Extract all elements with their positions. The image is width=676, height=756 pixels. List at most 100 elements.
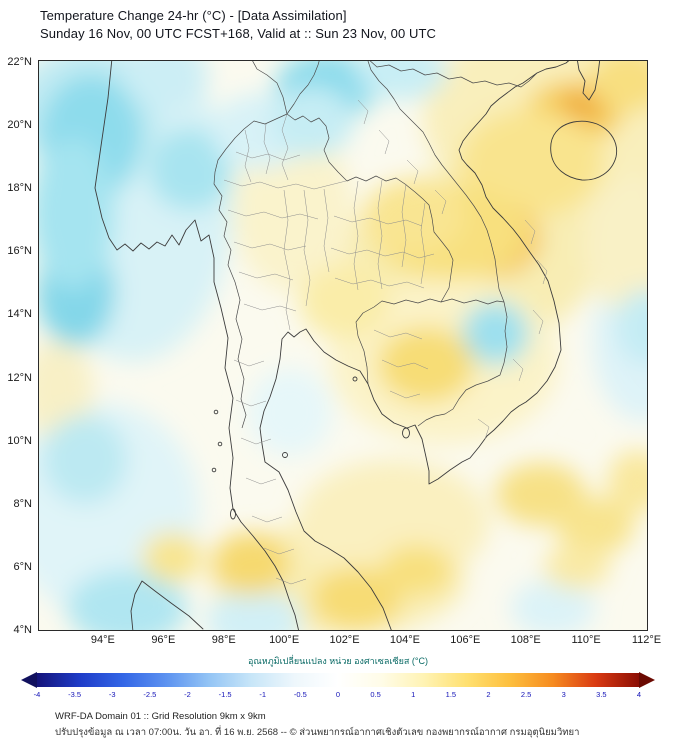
field-blob [462,301,529,365]
field-blob [459,109,605,217]
border-lao-vietnam [367,60,505,303]
colorbar-tick-label: -3.5 [68,690,82,699]
border-lao-cambodia [440,298,505,305]
colorbar-label: อุณหภูมิเปลี่ยนแปลง หน่วย องศาเซลเซียส (… [248,656,428,666]
colorbar-tick-label: 1 [411,690,416,699]
colorbar-tick-label: 3 [561,690,566,699]
lon-tick-label: 96°E [151,634,176,646]
lat-tick-label: 16°N [7,245,32,258]
colorbar-ticks: -4 -3.5 -3 -2.5 -2 -1.5 -1 -0.5 0 0.5 1 1.5 2 2.5 3 3.5… [21,690,655,701]
page-subtitle: Sunday 16 Nov, 00 UTC FCST+168, Valid at… [40,26,437,41]
field-blob [38,339,94,441]
colorbar-tick-label: 2 [486,690,491,699]
field-blob [616,289,648,365]
island-mergui-3 [211,467,217,473]
lon-tick-label: 110°E [571,634,601,646]
field-blob [42,415,128,504]
lon-tick-label: 102°E [329,634,360,646]
colorbar-left-arrow [21,672,37,688]
page-title: Temperature Change 24-hr (°C) - [Data As… [40,8,347,23]
field-blob [589,60,648,113]
field-blob [38,137,115,290]
field-blob [380,544,454,596]
field-blob [205,589,303,631]
lon-tick-label: 98°E [211,634,236,646]
island-phuquoc [402,427,410,439]
province-borders [223,99,548,585]
border-cambodia-vietnam [417,301,508,427]
lon-tick-label: 94°E [90,634,115,646]
colorbar-tick-label: -0.5 [293,690,307,699]
field-blob [356,60,448,100]
island-kohchang [352,376,358,382]
colorbar-gradient [37,673,639,687]
lon-tick-label: 104°E [389,634,420,646]
coast-leizhou [576,60,601,101]
lat-tick-label: 4°N [13,624,32,637]
temperature-field [38,60,648,631]
lat-tick-label: 6°N [13,560,32,573]
footer: WRF-DA Domain 01 :: Grid Resolution 9km … [55,711,579,740]
lat-tick-label: 18°N [7,182,32,195]
coast-hainan [550,120,618,181]
country-borders [213,60,538,429]
field-blob [607,450,648,514]
lon-tick-label: 112°E [631,634,662,646]
colorbar-tick-label: -2.5 [143,690,157,699]
border-thai-lao-cambodia [286,113,454,385]
lon-axis: 94°E 96°E 98°E 100°E 102°E 104°E 106°E 108°E 110… [38,634,661,650]
field-blob [555,497,635,555]
field-blob [543,544,611,589]
colorbar-tick-label: -1.5 [218,690,232,699]
colorbar-tick-label: 3.5 [596,690,607,699]
lon-tick-label: 100°E [269,634,300,646]
field-blob [66,570,188,631]
lat-axis: 22°N 20°N 18°N 16°N 14°N 12°N 10°N 8°N 6°N 4°N [2,56,34,636]
lon-tick-label: 108°E [510,634,541,646]
colorbar-tick-label: 2.5 [520,690,532,699]
footer-update-info: ปรับปรุงข้อมูล ณ เวลา 07:00น. วัน อา. ที… [55,727,580,738]
colorbar-right-arrow [639,672,655,688]
field-blob [124,60,209,110]
border-myanmar-china [251,60,288,115]
field-blob [232,128,354,293]
coast-west [94,60,300,631]
coast-sumatra [130,580,204,631]
colorbar-tick-label: -3 [108,690,116,699]
field-blob [362,178,466,255]
lat-tick-label: 20°N [7,119,32,132]
field-blob [311,566,402,631]
island-mergui-1 [213,409,219,415]
field-blob [583,175,648,315]
field-blob [247,368,333,457]
field-blob [211,532,291,596]
colorbar-tick-label: 0 [335,690,341,699]
field-blob [142,532,203,583]
field-blob [148,128,233,211]
coast-east [259,60,571,631]
colorbar-tick-label: -4 [33,690,41,699]
map-panel: 22°N 20°N 18°N 16°N 14°N 12°N 10°N 8°N 6°N 4°N 94… [7,56,661,646]
footer-domain-info: WRF-DA Domain 01 :: Grid Resolution 9km … [55,711,266,722]
colorbar-tick-label: 4 [636,690,642,699]
border-myanmar-laos [286,60,320,115]
map-canvas [38,60,648,631]
lat-tick-label: 14°N [7,308,32,321]
island-samui [282,452,288,458]
lon-tick-label: 106°E [450,634,481,646]
header: Temperature Change 24-hr (°C) - [Data As… [40,7,436,43]
island-mergui-2 [217,441,223,447]
lat-tick-label: 12°N [7,371,32,384]
colorbar-tick-label: 1.5 [445,690,457,699]
field-blob [299,263,390,340]
colorbar: อุณหภูมิเปลี่ยนแปลง หน่วย องศาเซลเซียส (… [21,654,655,701]
lat-tick-label: 10°N [7,434,32,447]
island-phuket [230,508,236,520]
coastlines [94,60,618,631]
colorbar-bar [21,672,655,688]
field-blob [377,327,475,403]
field-blob [510,579,596,631]
border-china-vietnam [368,60,538,88]
lat-tick-label: 8°N [13,497,32,510]
